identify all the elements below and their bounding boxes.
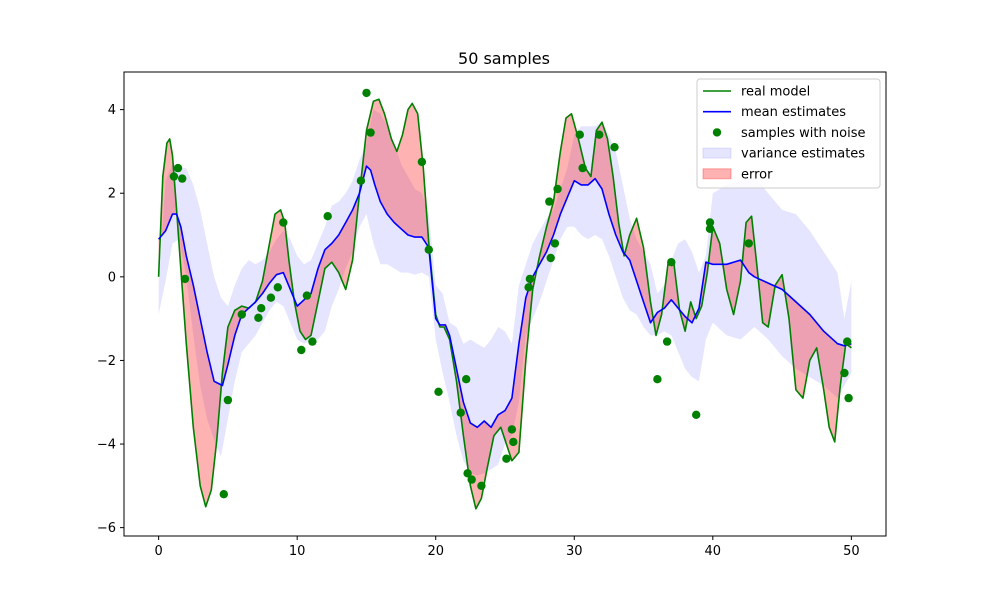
sample-point xyxy=(297,345,306,355)
sample-point xyxy=(550,239,560,248)
legend-box xyxy=(696,78,881,189)
x-tick-label: 10 xyxy=(289,544,306,559)
sample-point xyxy=(546,253,555,263)
y-tick-label: 0 xyxy=(108,270,116,285)
sample-point xyxy=(434,387,443,396)
sample-point xyxy=(553,184,562,194)
sample-point xyxy=(266,293,276,302)
legend-label: error xyxy=(741,167,773,182)
y-tick-label: 4 xyxy=(108,103,116,118)
sample-point xyxy=(279,218,288,227)
x-tick-label: 0 xyxy=(154,544,162,559)
legend-swatch xyxy=(702,147,732,159)
sample-point xyxy=(744,239,753,248)
legend-entry: samples with noise xyxy=(712,126,865,141)
legend-label: real model xyxy=(741,85,810,100)
sample-point xyxy=(844,393,853,403)
sample-point xyxy=(223,395,233,405)
legend-entry: error xyxy=(702,167,773,182)
legend-entry: mean estimates xyxy=(703,105,846,120)
axes: 0 10 20 30 40 50 −6 −4 −2 0 2 4 xyxy=(97,71,887,559)
error-fill xyxy=(158,99,852,509)
sample-point xyxy=(477,481,486,490)
sample-point xyxy=(662,337,672,346)
sample-point xyxy=(463,469,472,478)
sample-point xyxy=(575,130,584,139)
sample-point xyxy=(254,313,263,322)
axes-frame xyxy=(123,71,887,537)
sample-point xyxy=(705,224,715,233)
sample-point xyxy=(509,437,518,447)
sample-point xyxy=(502,454,511,463)
y-tick-label: 2 xyxy=(108,187,116,202)
sample-point xyxy=(467,475,476,484)
chart-title: 50 samples xyxy=(458,49,550,68)
x-tick-label: 20 xyxy=(427,544,444,559)
sample-point xyxy=(178,174,187,183)
sample-point xyxy=(356,176,366,185)
real-model-line xyxy=(157,98,852,510)
sample-point xyxy=(524,283,533,292)
sample-point xyxy=(840,368,849,378)
sample-point xyxy=(456,408,465,417)
sample-point xyxy=(257,304,266,313)
legend-swatch xyxy=(702,168,732,180)
sample-point xyxy=(705,218,715,227)
sample-point xyxy=(362,88,371,98)
sample-point xyxy=(525,274,535,284)
sample-point xyxy=(308,337,317,346)
sample-point xyxy=(273,283,282,292)
legend-entry: variance estimates xyxy=(702,147,865,162)
legend: real model mean estimates samples with noi… xyxy=(696,78,881,189)
sample-point xyxy=(417,157,427,167)
legend-label: samples with noise xyxy=(741,126,865,141)
legend-label: variance estimates xyxy=(741,147,865,162)
x-tick-label: 40 xyxy=(705,544,722,559)
legend-swatch xyxy=(712,128,722,137)
sample-point xyxy=(667,258,676,267)
x-tick-label: 50 xyxy=(843,544,860,559)
sample-point xyxy=(692,410,701,419)
sample-point xyxy=(462,375,471,384)
sample-point xyxy=(507,425,517,434)
sample-point xyxy=(366,128,375,137)
sample-point xyxy=(219,490,228,499)
legend-entry: real model xyxy=(703,85,810,100)
variance-band xyxy=(158,109,852,476)
x-tick-label: 30 xyxy=(566,544,583,559)
y-tick-label: −4 xyxy=(97,438,116,453)
sample-point xyxy=(610,143,619,152)
y-tick-label: −6 xyxy=(97,521,116,536)
sample-point xyxy=(302,291,312,300)
sample-point xyxy=(843,337,852,346)
sample-point xyxy=(653,375,662,384)
y-tick-label: −2 xyxy=(97,354,116,369)
sample-point xyxy=(237,310,246,319)
sample-point xyxy=(424,245,433,254)
sample-point xyxy=(169,172,179,181)
mean-estimates-line xyxy=(157,165,852,429)
sample-point xyxy=(173,163,183,173)
sample-point xyxy=(323,212,332,221)
sample-point xyxy=(578,163,587,173)
legend-label: mean estimates xyxy=(741,105,846,120)
plot-area xyxy=(157,88,853,510)
sample-point xyxy=(595,130,604,139)
sample-point xyxy=(180,274,190,284)
sample-point xyxy=(545,197,554,206)
